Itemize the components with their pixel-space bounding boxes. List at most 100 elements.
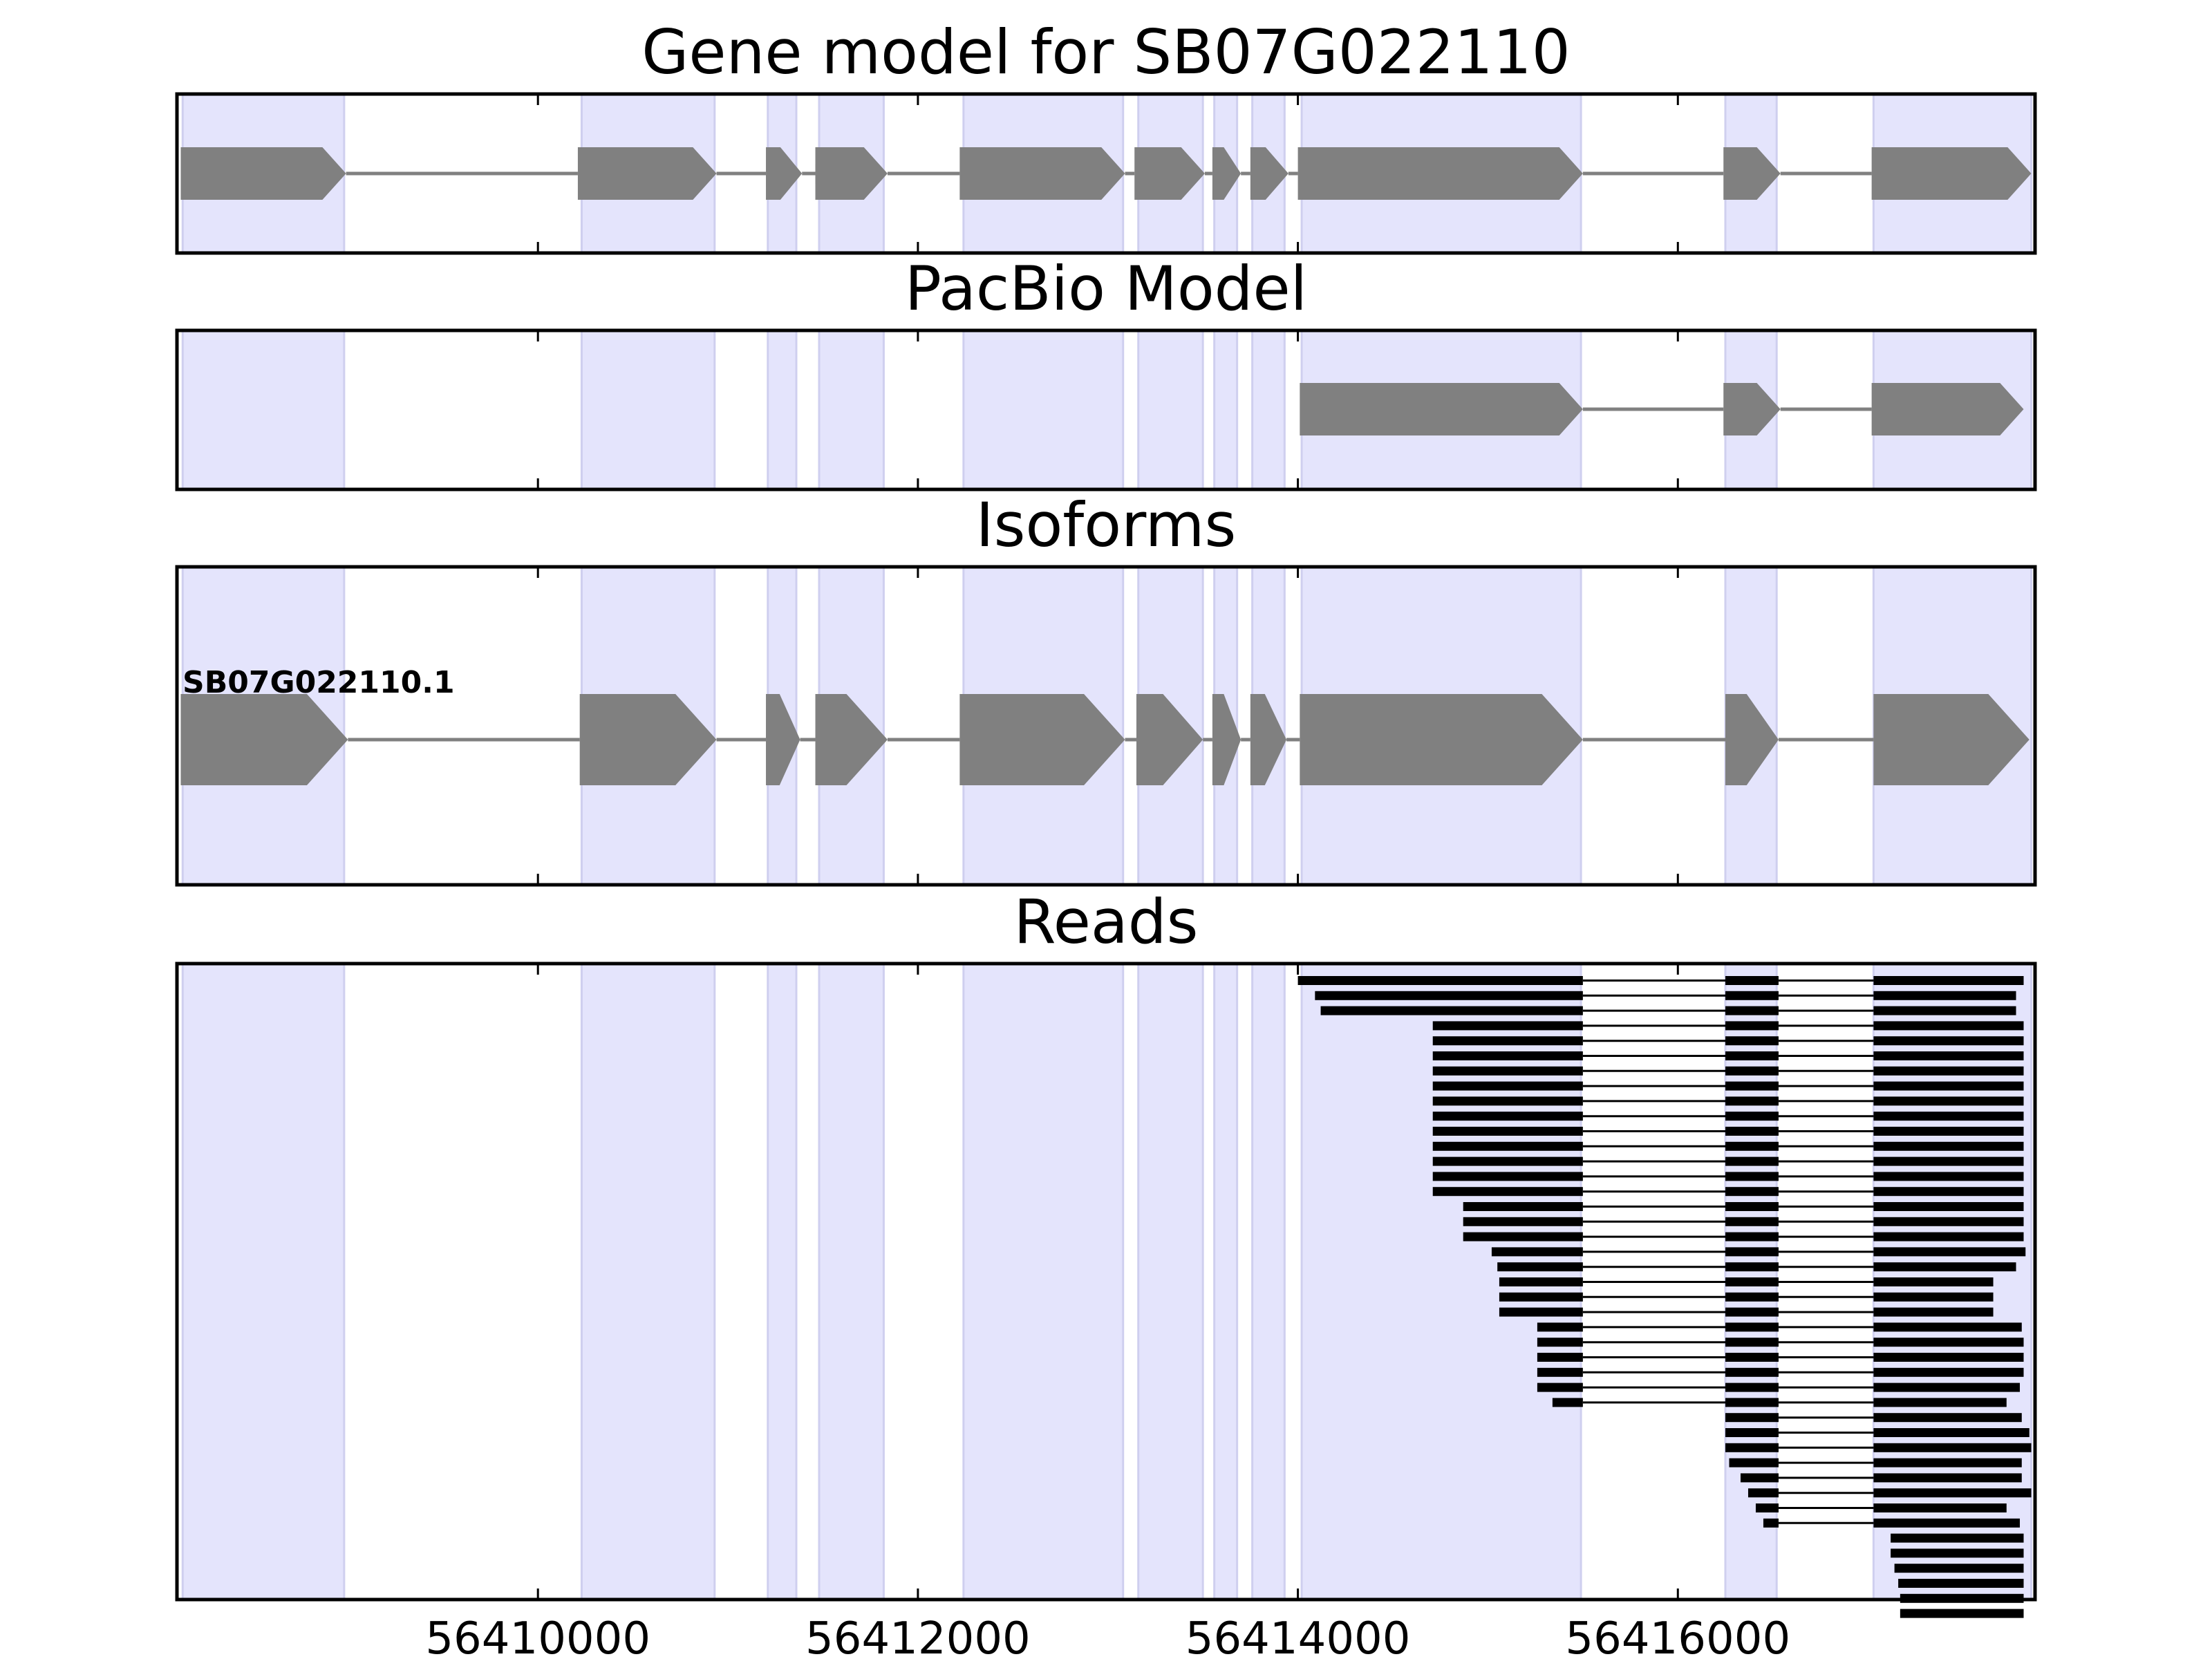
read-block <box>1873 1141 2024 1151</box>
reads-title: Reads <box>1014 886 1199 957</box>
read-block <box>1552 1398 1583 1407</box>
exon-region-band <box>1251 962 1286 1601</box>
x-tick-label: 56416000 <box>1565 1613 1790 1659</box>
read-block <box>1725 1443 1779 1452</box>
read-block <box>1873 1382 2021 1392</box>
read-block <box>1725 1081 1779 1091</box>
read-block <box>1898 1579 2024 1588</box>
read-block <box>1432 1021 1583 1031</box>
read-block <box>1725 1322 1779 1332</box>
read-block <box>1315 991 1583 1000</box>
read-block <box>1873 1081 2024 1091</box>
read-block <box>1873 1127 2024 1136</box>
read-block <box>1725 1141 1779 1151</box>
isoform-label: SB07G022110.1 <box>182 665 455 700</box>
exon-region-band <box>1213 962 1239 1601</box>
exon-region-band <box>962 329 1125 491</box>
read-block <box>1297 976 1583 985</box>
read-block <box>1755 1503 1779 1512</box>
read-block <box>1725 1066 1779 1076</box>
pacbio-model-title: PacBio Model <box>905 253 1307 324</box>
read-block <box>1873 1398 2007 1407</box>
exon-arrow <box>579 694 717 785</box>
read-block <box>1873 1353 2024 1362</box>
pacbio-model-panel <box>175 328 2037 491</box>
read-block <box>1463 1232 1583 1241</box>
read-block <box>1725 976 1779 985</box>
read-block <box>1725 1156 1779 1166</box>
panel-frame <box>175 92 2037 255</box>
read-block <box>1891 1533 2024 1543</box>
read-block <box>1537 1338 1583 1347</box>
read-block <box>1873 1458 2022 1468</box>
read-block <box>1725 1398 1779 1407</box>
read-block <box>1725 1382 1779 1392</box>
read-block <box>1873 1488 2032 1498</box>
isoforms-title: Isoforms <box>976 489 1237 561</box>
read-block <box>1873 1262 2016 1272</box>
exon-arrow <box>1212 694 1241 785</box>
panel-frame <box>175 565 2037 887</box>
read-block <box>1725 1036 1779 1046</box>
read-block <box>1725 1367 1779 1377</box>
exon-region-band <box>181 962 346 1601</box>
exon-region-band <box>1213 329 1239 491</box>
read-block <box>1873 1503 2007 1512</box>
read-block <box>1537 1367 1583 1377</box>
exon-region-band <box>767 962 798 1601</box>
read-block <box>1725 1172 1779 1181</box>
exon-region-band <box>1137 329 1204 491</box>
exon-region-band <box>580 329 716 491</box>
exon-region-band <box>818 329 885 491</box>
exon-region-band <box>1137 962 1204 1601</box>
read-block <box>1873 1443 2032 1452</box>
read-block <box>1873 1202 2024 1211</box>
read-block <box>1432 1187 1583 1197</box>
read-block <box>1725 1112 1779 1121</box>
read-block <box>1725 991 1779 1000</box>
exon-arrow <box>766 147 803 200</box>
read-block <box>1873 1051 2024 1060</box>
read-block <box>1432 1096 1583 1106</box>
exon-arrow <box>577 147 717 200</box>
read-block <box>1432 1081 1583 1091</box>
read-block <box>1873 1187 2024 1197</box>
read-block <box>1432 1172 1583 1181</box>
read-block <box>1873 1172 2024 1181</box>
read-block <box>1499 1277 1583 1286</box>
exon-arrow <box>1250 147 1288 200</box>
exon-arrow <box>1134 147 1205 200</box>
read-block <box>1725 1202 1779 1211</box>
read-block <box>1725 1277 1779 1286</box>
read-block <box>1432 1141 1583 1151</box>
read-block <box>1900 1609 2024 1618</box>
read-block <box>1725 1232 1779 1241</box>
read-block <box>1873 1292 1994 1302</box>
read-block <box>1873 1428 2030 1437</box>
read-block <box>1432 1051 1583 1060</box>
gene-model-track <box>180 147 2032 200</box>
read-block <box>1725 1127 1779 1136</box>
x-tick-label: 56410000 <box>425 1613 650 1659</box>
gene-model-panel <box>175 92 2037 255</box>
read-block <box>1873 1036 2024 1046</box>
exon-region-band <box>818 962 885 1601</box>
exon-arrow <box>1871 147 2032 200</box>
read-block <box>1499 1307 1583 1317</box>
x-tick-label: 56412000 <box>805 1613 1031 1659</box>
exon-arrow <box>815 147 888 200</box>
reads-track <box>1297 976 2032 1618</box>
read-block <box>1873 1021 2024 1031</box>
read-block <box>1463 1217 1583 1226</box>
isoforms-panel: SB07G022110.1 <box>175 565 2037 887</box>
gene-model-title: Gene model for SB07G022110 <box>641 17 1571 88</box>
read-block <box>1463 1202 1583 1211</box>
read-block <box>1873 1112 2024 1121</box>
exon-arrow <box>815 694 888 785</box>
x-tick-label: 56414000 <box>1185 1613 1411 1659</box>
read-block <box>1873 976 2024 985</box>
read-block <box>1873 1413 2022 1423</box>
read-block <box>1432 1127 1583 1136</box>
read-block <box>1537 1353 1583 1362</box>
